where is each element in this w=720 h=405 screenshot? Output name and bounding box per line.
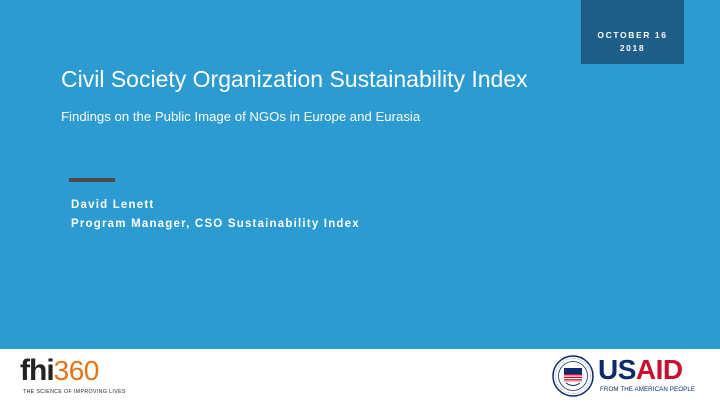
fhi360-wordmark: fhi360 [20, 353, 99, 389]
fhi360-logo: fhi360 THE SCIENCE OF IMPROVING LIVES [20, 353, 150, 401]
date-year: 2018 [619, 43, 646, 53]
slide-title: Civil Society Organization Sustainabilit… [61, 66, 528, 92]
date-box: OCTOBER 16 2018 [581, 0, 684, 64]
fhi360-wordmark-letters: fhi [20, 354, 55, 387]
usaid-wordmark: USAID [598, 354, 683, 386]
fhi360-wordmark-number: 360 [53, 355, 100, 386]
presenter-role: Program Manager, CSO Sustainability Inde… [71, 218, 360, 230]
fhi360-tagline: THE SCIENCE OF IMPROVING LIVES [23, 389, 126, 395]
usaid-seal-icon [552, 355, 594, 397]
slide-subtitle: Findings on the Public Image of NGOs in … [61, 109, 421, 124]
logo-footer: fhi360 THE SCIENCE OF IMPROVING LIVES US… [0, 349, 720, 405]
usaid-tagline: FROM THE AMERICAN PEOPLE [600, 386, 696, 393]
accent-divider [69, 178, 115, 182]
presenter-name: David Lenett [71, 199, 155, 211]
usaid-logo: USAID FROM THE AMERICAN PEOPLE [552, 353, 712, 401]
usaid-wordmark-us: US [598, 354, 636, 385]
date-month-day: OCTOBER 16 [597, 30, 668, 40]
usaid-wordmark-aid: AID [635, 354, 683, 385]
